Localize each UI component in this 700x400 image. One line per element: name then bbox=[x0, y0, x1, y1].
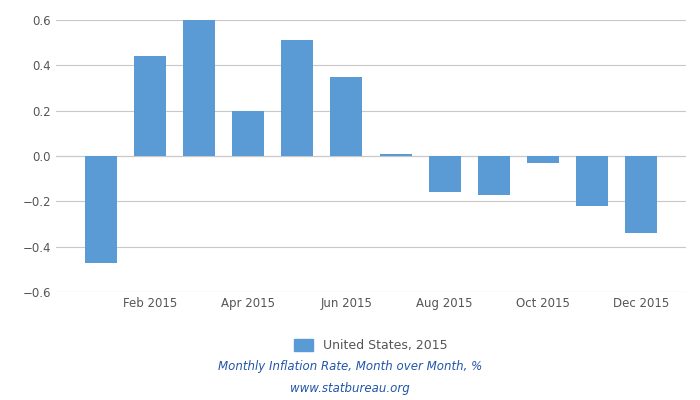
Bar bbox=[134, 56, 166, 156]
Bar bbox=[625, 156, 657, 233]
Bar bbox=[527, 156, 559, 163]
Bar bbox=[576, 156, 608, 206]
Bar bbox=[478, 156, 510, 194]
Bar bbox=[330, 77, 363, 156]
Legend: United States, 2015: United States, 2015 bbox=[289, 334, 453, 357]
Bar bbox=[281, 40, 313, 156]
Text: www.statbureau.org: www.statbureau.org bbox=[290, 382, 410, 395]
Bar bbox=[85, 156, 117, 262]
Bar bbox=[379, 154, 412, 156]
Text: Monthly Inflation Rate, Month over Month, %: Monthly Inflation Rate, Month over Month… bbox=[218, 360, 482, 373]
Bar bbox=[429, 156, 461, 192]
Bar bbox=[232, 111, 264, 156]
Bar bbox=[183, 20, 215, 156]
